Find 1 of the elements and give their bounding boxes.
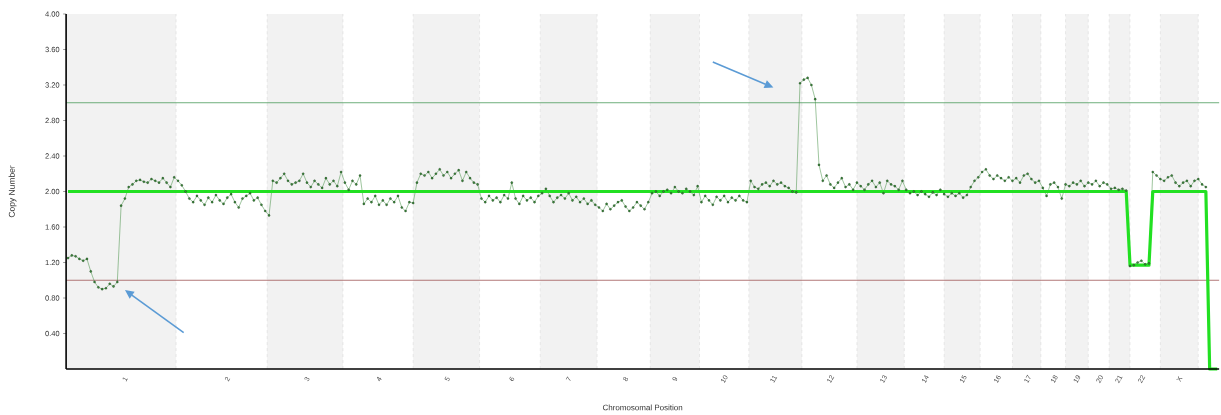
y-axis-title: Copy Number [8,165,17,218]
